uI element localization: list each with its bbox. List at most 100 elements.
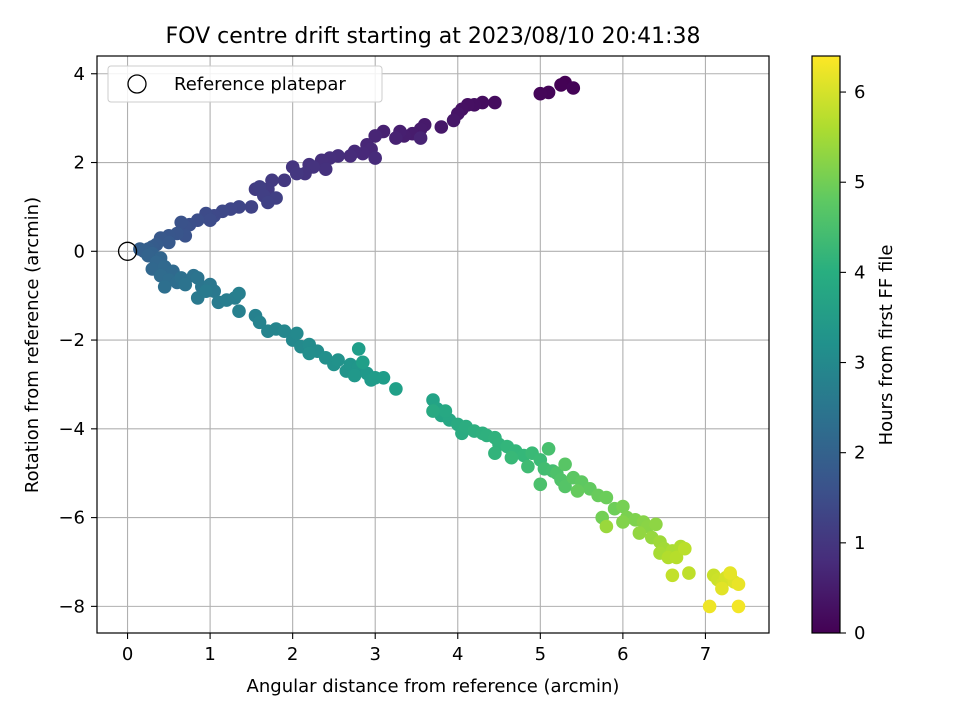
data-point: [261, 195, 275, 210]
data-point: [302, 346, 317, 361]
colorbar-tick-label: 4: [854, 262, 865, 283]
colorbar-tick-label: 2: [854, 443, 865, 464]
data-point: [533, 477, 548, 492]
y-tick-label: −2: [58, 330, 85, 351]
chart-title: FOV centre drift starting at 2023/08/10 …: [166, 24, 701, 49]
legend: Reference platepar: [107, 65, 383, 103]
data-point: [343, 149, 358, 163]
data-point: [533, 86, 548, 101]
data-point: [178, 277, 193, 292]
data-point: [244, 200, 259, 214]
data-point: [558, 457, 572, 472]
data-point: [504, 450, 519, 465]
colorbar-tick-label: 5: [854, 172, 865, 193]
x-tick-label: 1: [204, 644, 215, 665]
data-point: [649, 517, 663, 532]
data-point: [488, 446, 502, 461]
data-point: [290, 166, 304, 181]
x-tick-label: 5: [535, 644, 546, 665]
x-tick-label: 3: [369, 644, 380, 665]
x-tick-label: 6: [617, 644, 628, 665]
data-point: [389, 382, 403, 396]
data-point: [570, 484, 585, 498]
data-point: [678, 541, 692, 556]
data-point: [541, 442, 556, 456]
data-point: [331, 353, 345, 367]
data-point: [682, 566, 696, 580]
data-point: [426, 404, 440, 418]
data-point: [434, 120, 449, 134]
x-tick-label: 7: [700, 644, 711, 665]
x-axis-label: Angular distance from reference (arcmin): [247, 676, 620, 697]
x-tick-label: 2: [287, 644, 298, 665]
data-point: [368, 151, 383, 165]
data-point: [356, 355, 370, 370]
data-point: [715, 581, 729, 596]
y-tick-label: −4: [58, 419, 85, 440]
data-point: [438, 404, 453, 418]
legend-marker-icon: [127, 74, 147, 94]
data-point: [446, 113, 461, 128]
data-point: [558, 479, 572, 494]
data-point: [277, 173, 292, 188]
data-point: [203, 213, 217, 227]
y-tick-label: 4: [74, 64, 85, 85]
data-point: [347, 368, 362, 383]
y-axis-label: Rotation from reference (arcmin): [22, 197, 43, 493]
data-point: [554, 78, 568, 92]
legend-box: [107, 65, 383, 103]
grid-lines: [97, 56, 769, 633]
data-point: [174, 215, 188, 230]
y-tick-label: −6: [58, 508, 85, 529]
reference-marker-group: [117, 241, 138, 261]
y-tick-label: −8: [58, 596, 85, 617]
x-tick-label: 0: [122, 644, 133, 665]
colorbar-gradient: [811, 55, 841, 634]
data-point: [277, 324, 292, 339]
y-axis-ticks: −8 −6 −4 −2 0 2 4: [58, 64, 97, 617]
data-point: [566, 81, 581, 95]
data-point: [199, 284, 213, 299]
data-point: [723, 566, 737, 580]
colorbar-tick-label: 0: [854, 623, 865, 644]
legend-label: Reference platepar: [174, 74, 346, 95]
data-point: [731, 599, 746, 614]
plot-frame: [96, 55, 770, 634]
x-tick-label: 4: [452, 644, 463, 665]
data-point: [318, 162, 333, 176]
data-point: [702, 599, 717, 614]
data-point: [351, 342, 366, 356]
data-point: [162, 235, 176, 250]
colorbar-tick-label: 6: [854, 82, 865, 103]
data-point: [669, 550, 684, 565]
data-point: [616, 499, 630, 514]
data-point: [599, 490, 614, 505]
data-point: [376, 371, 391, 385]
data-point: [616, 515, 630, 529]
data-point: [665, 568, 680, 583]
colorbar-label: Hours from first FF file: [876, 245, 897, 446]
y-tick-label: 2: [74, 153, 85, 174]
colorbar-tick-label: 3: [854, 353, 865, 374]
data-point: [599, 519, 614, 534]
data-point: [389, 131, 403, 145]
colorbar: 0 1 2 3 4 5 6 Hours from first FF file: [811, 55, 897, 644]
colorbar-ticks: 0 1 2 3 4 5 6: [840, 82, 865, 644]
data-point: [252, 315, 267, 330]
colorbar-tick-label: 1: [854, 533, 865, 554]
data-point: [521, 459, 535, 474]
data-point: [632, 526, 647, 540]
y-tick-label: 0: [74, 241, 85, 262]
data-point: [290, 326, 304, 341]
data-point: [731, 577, 746, 591]
data-point: [413, 131, 428, 145]
data-points: [133, 75, 746, 614]
x-axis-ticks: 0 1 2 3 4 5 6 7: [122, 633, 711, 665]
data-point: [368, 129, 383, 143]
data-point: [232, 286, 246, 301]
data-point: [157, 280, 172, 294]
data-point: [232, 304, 246, 319]
reference-platepar-marker: [117, 241, 138, 261]
data-point: [488, 95, 502, 110]
